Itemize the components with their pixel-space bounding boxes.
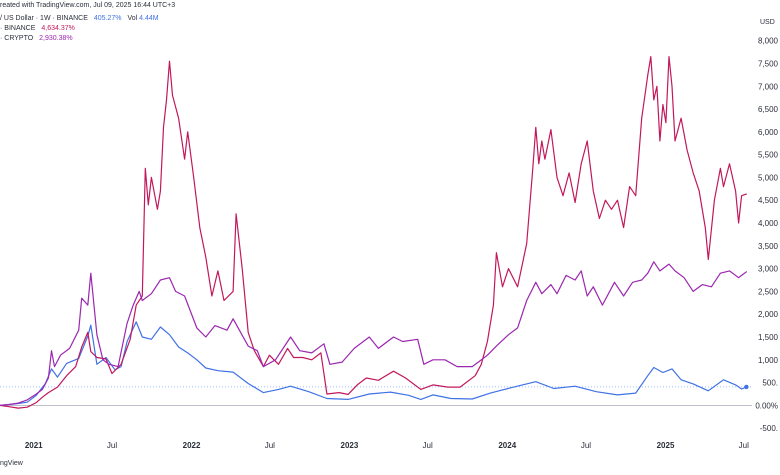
y-tick-label-4: 6,000 — [758, 128, 779, 137]
x-tick-label-2: 2022 — [183, 441, 201, 450]
legend-line-3: · CRYPTO 2,930.38% — [0, 35, 73, 42]
series-line-1 — [0, 55, 748, 409]
chart-header: reated with TradingView.com, Jul 09, 202… — [0, 2, 775, 467]
watermark-text: ngView — [0, 460, 24, 467]
legend-line-3-value: 2,930.38% — [39, 35, 72, 42]
legend-line-2-title: · BINANCE — [0, 25, 36, 32]
x-tick-label-9: Jul — [739, 441, 749, 450]
y-tick-label-16: 0.00% — [755, 401, 778, 410]
y-tick-label-17: -500. — [760, 424, 778, 433]
y-tick-label-15: 500. — [762, 379, 778, 388]
last-value-dot — [744, 384, 749, 390]
y-tick-label-1: 7,500 — [758, 59, 779, 68]
legend-line-1: / US Dollar · 1W · BINANCE 405.27% Vol 4… — [0, 15, 159, 22]
y-tick-label-7: 4,500 — [758, 196, 779, 205]
y-tick-label-2: 7,000 — [758, 82, 779, 91]
legend-line-3-title: · CRYPTO — [0, 35, 34, 42]
y-tick-label-0: 8,000 — [758, 37, 779, 46]
series-line-2 — [0, 261, 748, 406]
y-tick-label-10: 3,000 — [758, 265, 779, 274]
created-with-text: reated with TradingView.com, Jul 09, 202… — [0, 2, 175, 9]
y-tick-label-8: 4,000 — [758, 219, 779, 228]
legend-line-2: · BINANCE 4,634.37% — [0, 25, 75, 32]
y-tick-label-11: 2,500 — [758, 287, 779, 296]
x-tick-label-4: 2023 — [341, 441, 359, 450]
x-tick-label-7: Jul — [581, 441, 591, 450]
x-tick-label-3: Jul — [265, 441, 275, 450]
x-tick-label-8: 2025 — [657, 441, 675, 450]
legend-line-1-vol-value: 4.44M — [139, 15, 159, 22]
y-tick-label-5: 5,500 — [758, 151, 779, 160]
y-tick-label-12: 2,000 — [758, 310, 779, 319]
legend-line-1-value: 405.27% — [94, 15, 122, 22]
legend-line-2-value: 4,634.37% — [41, 25, 74, 32]
y-tick-label-13: 1,500 — [758, 333, 779, 342]
plot-layer: 8,000 7,500 7,000 6,500 6,000 5,500 5,000 4,500… — [0, 37, 779, 450]
x-tick-label-6: 2024 — [498, 441, 516, 450]
y-tick-label-14: 1,000 — [758, 356, 779, 365]
series-line-0 — [0, 321, 748, 406]
y-tick-label-6: 5,000 — [758, 173, 779, 182]
x-tick-label-0: 2021 — [25, 441, 43, 450]
y-tick-label-3: 6,500 — [758, 105, 779, 114]
legend-line-1-vol-label: Vol — [127, 15, 137, 22]
x-tick-label-5: Jul — [423, 441, 433, 450]
x-tick-label-1: Jul — [107, 441, 117, 450]
legend-line-1-title: / US Dollar · 1W · BINANCE — [0, 15, 88, 22]
currency-label: USD — [760, 19, 775, 26]
y-tick-label-9: 3,500 — [758, 242, 779, 251]
